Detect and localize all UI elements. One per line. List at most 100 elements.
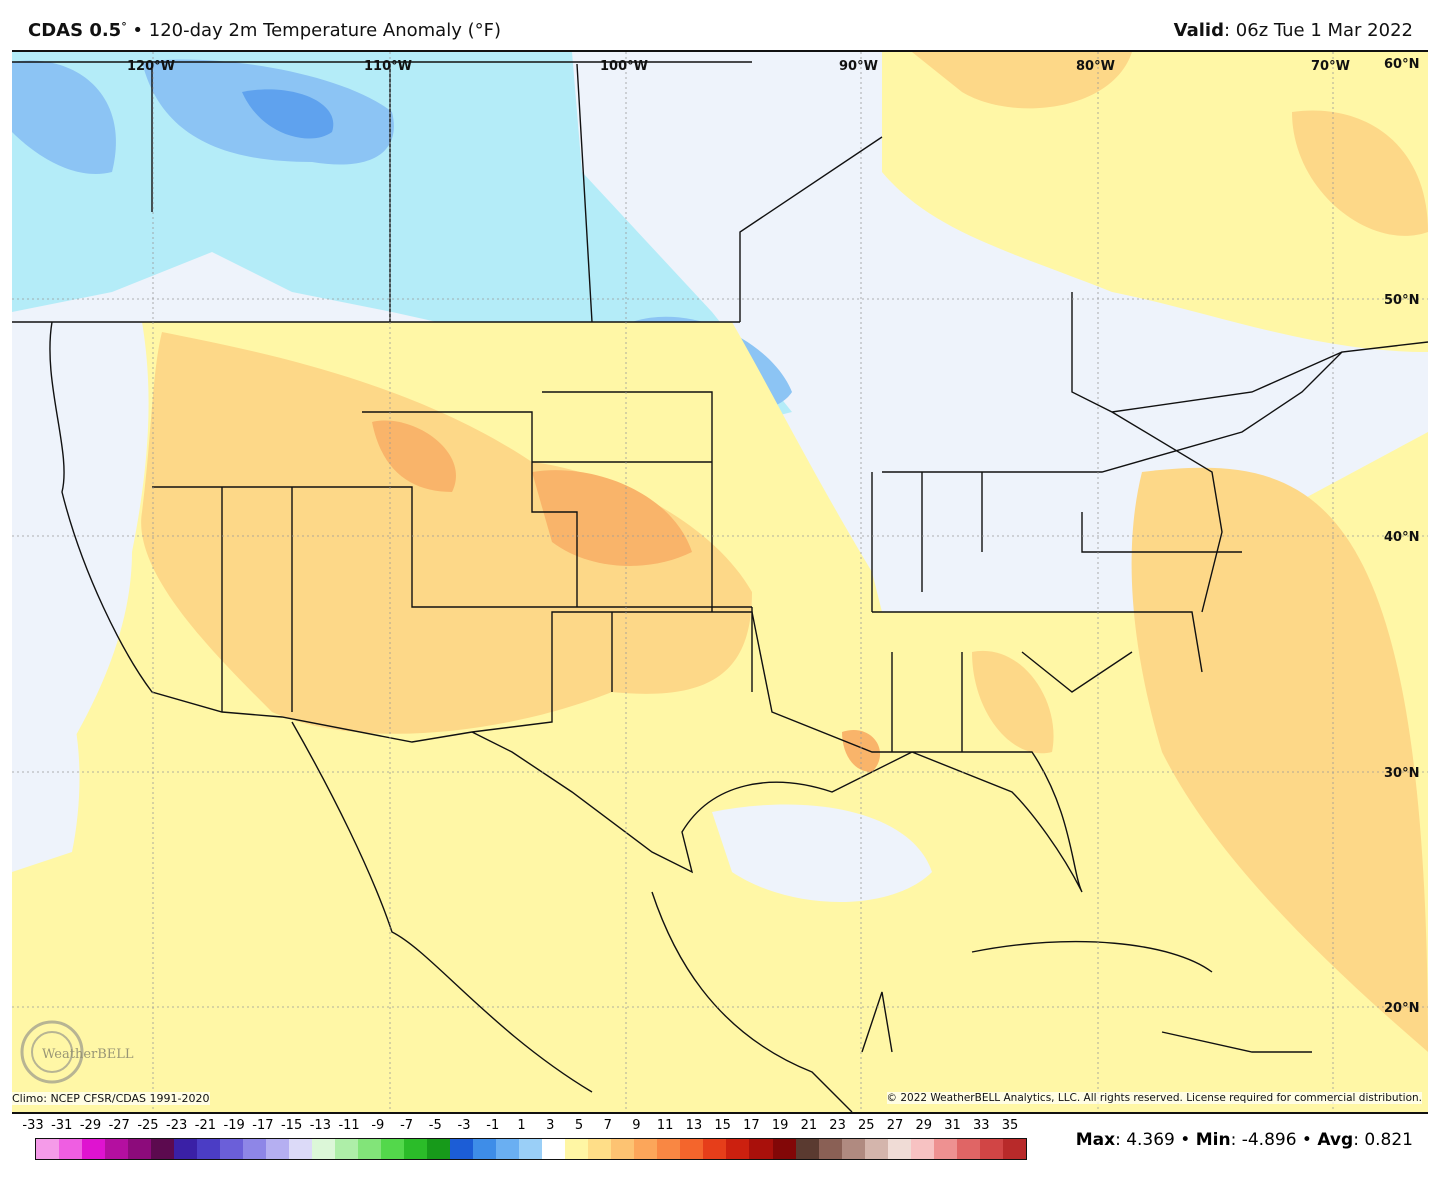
colorbar-label: -23 xyxy=(166,1118,188,1133)
min-label: Min xyxy=(1195,1130,1231,1150)
colorbar-label: 23 xyxy=(829,1118,846,1133)
colorbar-label: -7 xyxy=(400,1118,414,1133)
colorbar-swatch xyxy=(335,1139,359,1159)
colorbar-label: 25 xyxy=(858,1118,875,1133)
colorbar-label: 7 xyxy=(603,1118,612,1133)
colorbar-label: -9 xyxy=(371,1118,385,1133)
colorbar-label: 17 xyxy=(743,1118,760,1133)
colorbar-swatch xyxy=(611,1139,635,1159)
colorbar-label: 15 xyxy=(714,1118,731,1133)
max-label: Max xyxy=(1075,1130,1116,1150)
colorbar-swatch xyxy=(887,1139,911,1159)
colorbar-label: 19 xyxy=(771,1118,789,1133)
colorbar-swatch xyxy=(450,1139,474,1159)
lon-label: 100°W xyxy=(600,59,648,74)
lon-label: 90°W xyxy=(839,59,878,74)
weatherbell-logo: WeatherBELL xyxy=(20,1020,134,1084)
colorbar-swatch xyxy=(381,1139,405,1159)
separator: • xyxy=(1296,1130,1318,1150)
min-value: : -4.896 xyxy=(1230,1130,1297,1150)
colorbar-swatch xyxy=(1002,1139,1026,1159)
anomaly-map: 120°W 110°W 100°W 90°W 80°W 70°W 60°N 50… xyxy=(12,50,1428,1114)
colorbar-swatch xyxy=(243,1139,267,1159)
separator: • xyxy=(1174,1130,1196,1150)
model-name: CDAS 0.5 xyxy=(28,20,122,41)
anomaly-shading xyxy=(12,52,1428,1112)
logo-text: WeatherBELL xyxy=(42,1047,134,1062)
lon-label: 110°W xyxy=(364,59,412,74)
colorbar-swatch xyxy=(266,1139,290,1159)
colorbar-swatch xyxy=(956,1139,980,1159)
colorbar-swatch xyxy=(496,1139,520,1159)
max-value: : 4.369 xyxy=(1115,1130,1175,1150)
map-title: CDAS 0.5° • 120-day 2m Temperature Anoma… xyxy=(28,20,501,41)
degree-symbol: ° xyxy=(121,20,127,33)
colorbar-label: 21 xyxy=(800,1118,818,1133)
colorbar-label: -29 xyxy=(79,1118,102,1133)
colorbar-label: -11 xyxy=(338,1118,360,1133)
longitude-labels: 120°W 110°W 100°W 90°W 80°W 70°W xyxy=(127,59,1350,74)
colorbar-swatch xyxy=(312,1139,336,1159)
colorbar-swatch xyxy=(197,1139,221,1159)
lat-label: 60°N xyxy=(1384,57,1419,72)
colorbar-swatch xyxy=(565,1139,589,1159)
colorbar-label: 5 xyxy=(574,1118,584,1133)
colorbar-labels: -33 -31 -29 -27 -25 -23 -21 -19 -17 -15 -13 -11 -9 -7… xyxy=(0,1118,1040,1134)
valid-value: : 06z Tue 1 Mar 2022 xyxy=(1224,20,1413,41)
colorbar-swatch xyxy=(979,1139,1003,1159)
colorbar-label: 29 xyxy=(915,1118,933,1133)
colorbar-swatch xyxy=(772,1139,796,1159)
colorbar-swatch xyxy=(749,1139,773,1159)
copyright: © 2022 WeatherBELL Analytics, LLC. All r… xyxy=(886,1092,1422,1104)
product-name: 120-day 2m Temperature Anomaly (°F) xyxy=(148,20,501,41)
stats: Max: 4.369 • Min: -4.896 • Avg: 0.821 xyxy=(1076,1130,1413,1150)
colorbar-swatch xyxy=(220,1139,244,1159)
colorbar-swatch xyxy=(726,1139,750,1159)
colorbar-swatch xyxy=(105,1139,129,1159)
colorbar-swatch xyxy=(519,1139,543,1159)
colorbar-swatch xyxy=(634,1139,658,1159)
colorbar-swatch xyxy=(657,1139,681,1159)
avg-label: Avg xyxy=(1317,1130,1354,1150)
lon-label: 80°W xyxy=(1076,59,1115,74)
colorbar-swatch xyxy=(841,1139,865,1159)
colorbar-label: 27 xyxy=(886,1118,904,1133)
colorbar-swatch xyxy=(59,1139,83,1159)
colorbar-label: 11 xyxy=(656,1118,674,1133)
colorbar-label: -21 xyxy=(194,1118,217,1133)
valid-time: Valid: 06z Tue 1 Mar 2022 xyxy=(1174,20,1413,41)
colorbar-label: 35 xyxy=(1001,1118,1019,1133)
colorbar-label: -33 xyxy=(22,1118,44,1133)
colorbar-swatch xyxy=(151,1139,175,1159)
colorbar-label: 3 xyxy=(546,1118,555,1133)
climo-note: Climo: NCEP CFSR/CDAS 1991-2020 xyxy=(12,1092,210,1105)
colorbar-swatch xyxy=(289,1139,313,1159)
colorbar-label: 9 xyxy=(632,1118,641,1133)
colorbar-label: -1 xyxy=(486,1118,500,1133)
colorbar-label: 13 xyxy=(685,1118,703,1133)
colorbar-swatch xyxy=(36,1139,60,1159)
colorbar-swatch xyxy=(82,1139,106,1159)
colorbar-swatch xyxy=(795,1139,819,1159)
avg-value: : 0.821 xyxy=(1353,1130,1413,1150)
colorbar-swatch xyxy=(128,1139,152,1159)
colorbar-swatch xyxy=(680,1139,704,1159)
colorbar-swatch xyxy=(703,1139,727,1159)
colorbar-label: -31 xyxy=(51,1118,73,1133)
colorbar-swatch xyxy=(864,1139,888,1159)
colorbar-swatch xyxy=(404,1139,428,1159)
valid-label: Valid xyxy=(1173,20,1224,41)
colorbar-swatch xyxy=(473,1139,497,1159)
colorbar-swatch xyxy=(910,1139,934,1159)
colorbar-label: -17 xyxy=(252,1118,274,1133)
lon-label: 70°W xyxy=(1311,59,1350,74)
colorbar-label: -3 xyxy=(457,1118,471,1133)
separator: • xyxy=(126,20,149,41)
colorbar-label: 33 xyxy=(972,1118,990,1133)
colorbar-label: -15 xyxy=(280,1118,303,1133)
colorbar xyxy=(35,1138,1027,1160)
colorbar-swatch xyxy=(588,1139,612,1159)
boundaries xyxy=(12,61,1428,1112)
colorbar-swatch xyxy=(427,1139,451,1159)
colorbar-label: -5 xyxy=(428,1118,442,1133)
